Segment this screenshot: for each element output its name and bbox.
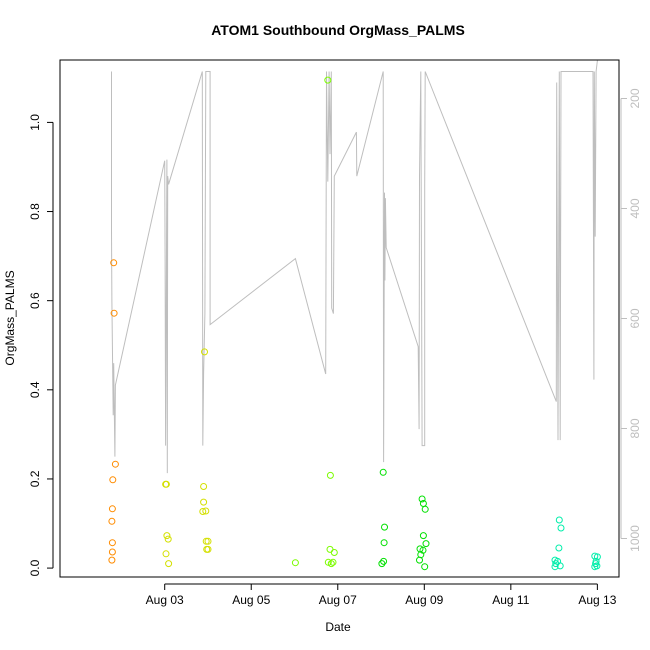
data-point — [291, 559, 299, 567]
x-tick-label: Aug 03 — [146, 593, 184, 607]
data-point — [202, 507, 210, 515]
y-tick-label: 0.6 — [28, 292, 42, 309]
secondary-y-tick-label: 200 — [628, 88, 642, 108]
data-point — [329, 558, 337, 566]
data-point — [108, 539, 116, 547]
data-point — [555, 544, 563, 552]
data-point — [418, 495, 426, 503]
y-axis-label: OrgMass_PALMS — [3, 270, 17, 365]
data-point — [591, 563, 599, 571]
x-tick-label: Aug 07 — [319, 593, 357, 607]
data-point — [108, 517, 116, 525]
data-points-layer — [108, 76, 601, 571]
data-point — [330, 549, 338, 556]
data-point — [110, 259, 118, 267]
data-point — [379, 468, 387, 476]
data-point — [381, 523, 388, 531]
y-tick-label: 1.0 — [28, 114, 42, 131]
y-tick-label: 0.2 — [28, 470, 42, 487]
data-point — [324, 76, 332, 84]
y-tick-label: 0.4 — [28, 381, 42, 398]
plot-frame — [59, 59, 620, 578]
data-point — [326, 471, 334, 479]
data-point — [557, 524, 565, 532]
data-point — [108, 505, 116, 513]
data-point — [162, 550, 170, 558]
data-point — [204, 545, 212, 553]
data-point — [162, 480, 170, 488]
data-point — [326, 545, 334, 553]
axes-layer: Aug 03 Aug 05 Aug 07 Aug 09 Aug 11 Aug 13 0.0 0… — [28, 88, 642, 607]
data-point — [380, 557, 388, 565]
y-tick-label: 0.0 — [28, 559, 42, 576]
data-point — [111, 460, 119, 468]
data-point — [419, 546, 427, 554]
secondary-series-line — [111, 60, 598, 474]
data-point — [421, 505, 429, 513]
data-point — [422, 540, 430, 548]
data-point — [551, 563, 559, 571]
data-point — [165, 560, 173, 568]
secondary-y-tick-label: 1000 — [628, 525, 642, 552]
data-point — [593, 553, 601, 561]
data-point — [204, 537, 212, 545]
x-tick-label: Aug 13 — [578, 593, 616, 607]
data-point — [421, 563, 429, 571]
y-tick-label: 0.8 — [28, 203, 42, 220]
data-point — [108, 556, 116, 564]
data-point — [110, 309, 118, 317]
data-point — [327, 560, 335, 568]
data-point — [555, 516, 563, 524]
data-point — [419, 532, 427, 540]
data-point — [109, 476, 117, 484]
data-point — [108, 548, 116, 556]
data-point — [200, 483, 208, 490]
secondary-y-tick-label: 600 — [628, 308, 642, 328]
x-tick-label: Aug 09 — [405, 593, 443, 607]
secondary-y-tick-label: 800 — [628, 418, 642, 438]
x-tick-label: Aug 05 — [232, 593, 270, 607]
data-point — [200, 498, 208, 506]
data-point — [378, 560, 386, 568]
data-point — [201, 348, 208, 356]
data-point — [163, 532, 171, 540]
data-point — [380, 539, 388, 547]
x-tick-label: Aug 11 — [492, 593, 529, 607]
secondary-y-tick-label: 400 — [628, 198, 642, 218]
chart-title: ATOM1 Southbound OrgMass_PALMS — [211, 22, 465, 38]
data-point — [556, 562, 564, 570]
data-point — [164, 535, 172, 543]
data-point — [416, 556, 423, 564]
data-point — [199, 508, 207, 515]
secondary-line-layer — [111, 60, 598, 474]
x-axis-label: Date — [325, 620, 351, 634]
